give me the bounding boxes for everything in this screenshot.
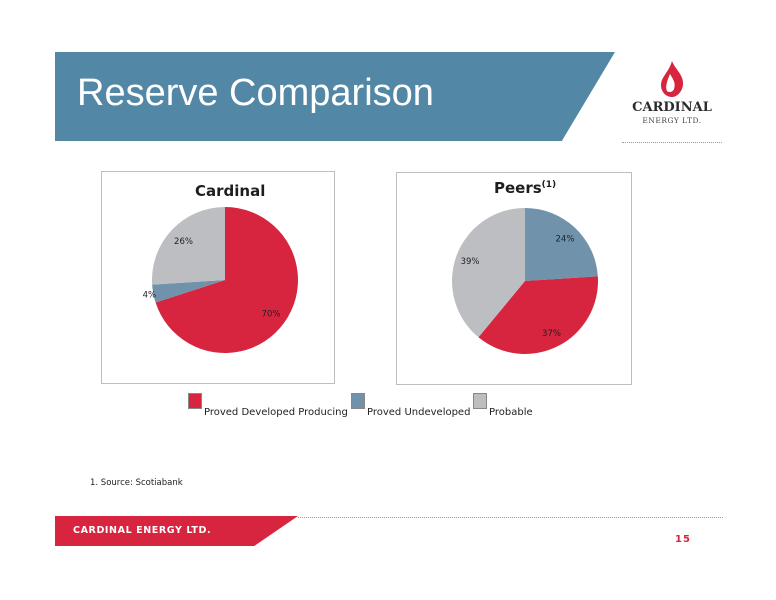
footer-divider [298, 517, 723, 518]
slice-proved-developed-producing [155, 207, 298, 353]
chart-title-cardinal: Cardinal [195, 182, 266, 200]
legend-label: Proved Developed Producing [204, 407, 348, 418]
peers-chart: Peers(1) 24% 37% 39% [396, 172, 632, 385]
slice-value-label: 39% [461, 257, 480, 267]
slice-value-label: 70% [262, 309, 281, 319]
chart-title-peers: Peers(1) [494, 179, 557, 197]
slice-value-label: 24% [556, 234, 575, 244]
footnote: 1. Source: Scotiabank [90, 478, 183, 488]
slice-value-label: 26% [174, 237, 193, 247]
flame-icon [661, 61, 684, 97]
slice-probable [452, 208, 525, 338]
slice-proved-developed-producing [478, 276, 598, 354]
company-logo: CARDINAL ENERGY LTD. [624, 60, 720, 130]
logo-subtitle: ENERGY LTD. [642, 116, 702, 125]
cardinal-chart: Cardinal 70% 4% 26% [101, 171, 335, 384]
title-banner: Reserve Comparison [55, 52, 615, 141]
page-title: Reserve Comparison [77, 72, 434, 114]
slice-proved-undeveloped [152, 280, 225, 303]
legend-label: Proved Undeveloped [367, 407, 471, 418]
legend-label: Probable [489, 407, 533, 418]
chart-legend: Proved Developed Producing Proved Undeve… [188, 393, 588, 423]
slice-value-label: 37% [542, 329, 561, 339]
legend-swatch [188, 393, 202, 409]
slice-proved-undeveloped [525, 208, 598, 281]
legend-swatch [351, 393, 365, 409]
slice-probable [152, 207, 225, 285]
slice-value-label: 4% [143, 290, 157, 300]
legend-swatch [473, 393, 487, 409]
page-number: 15 [675, 534, 691, 545]
logo-name: CARDINAL [632, 100, 712, 115]
pie-chart-cardinal: 70% 4% 26% [143, 207, 298, 353]
header-divider [622, 142, 722, 143]
pie-chart-peers: 24% 37% 39% [452, 208, 598, 354]
footer-company: CARDINAL ENERGY LTD. [73, 525, 212, 536]
footer-bar: CARDINAL ENERGY LTD. [55, 516, 298, 546]
